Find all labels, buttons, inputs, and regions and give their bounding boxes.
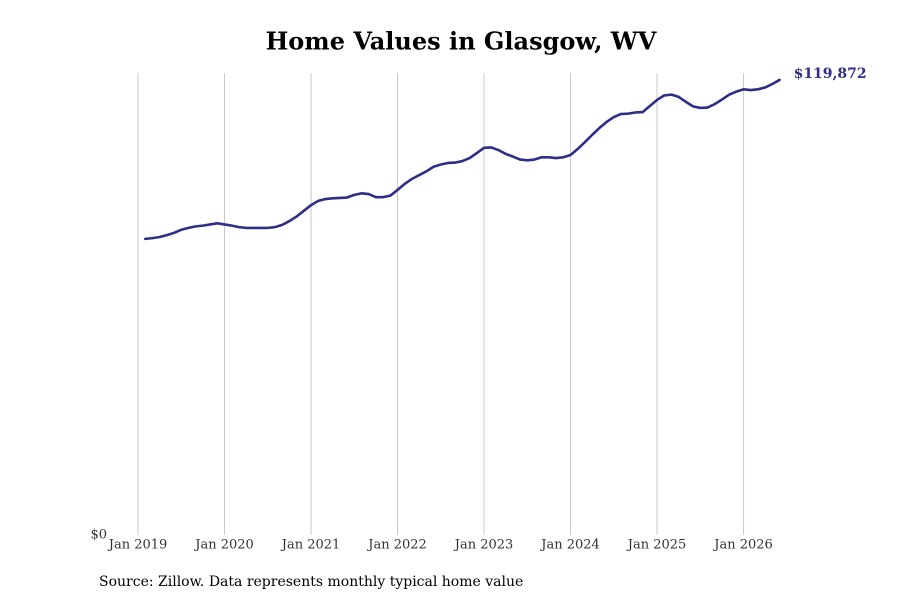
x-tick-label: Jan 2026: [712, 538, 773, 553]
y-tick-label: $0: [90, 528, 107, 543]
x-tick-label: Jan 2020: [193, 538, 254, 553]
source-note: Source: Zillow. Data represents monthly …: [99, 574, 523, 590]
x-tick-label: Jan 2021: [280, 538, 341, 553]
x-tick-label: Jan 2023: [453, 538, 514, 553]
data-line: [143, 78, 781, 241]
value-label: $119,872: [794, 66, 867, 82]
x-tick-label: Jan 2022: [366, 538, 427, 553]
chart-title: Home Values in Glasgow, WV: [266, 27, 657, 56]
x-tick-label: Jan 2025: [626, 538, 687, 553]
x-tick-label: Jan 2024: [539, 538, 600, 553]
x-tick-label: Jan 2019: [107, 538, 168, 553]
